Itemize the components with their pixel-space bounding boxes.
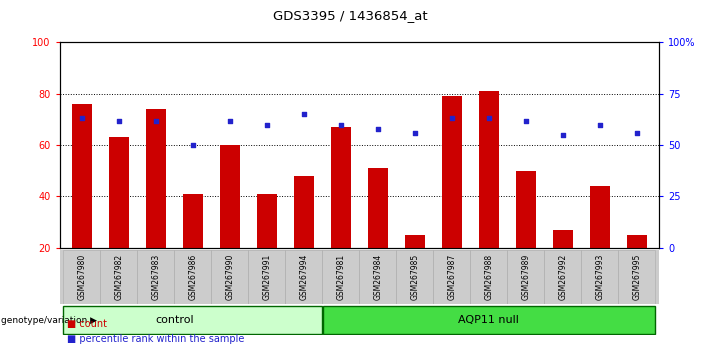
Text: control: control (155, 315, 193, 325)
Bar (182, 194, 203, 248)
Bar (359, 250, 396, 304)
Text: GSM267991: GSM267991 (262, 254, 271, 300)
Point (520, 118, 531, 123)
Bar (146, 109, 166, 248)
Text: GSM267985: GSM267985 (410, 254, 419, 300)
Point (261, 122, 273, 127)
Text: ■ count: ■ count (67, 319, 107, 329)
Bar (137, 250, 175, 304)
Bar (285, 250, 322, 304)
Point (187, 142, 198, 148)
Bar (63, 250, 100, 304)
Point (409, 130, 421, 136)
Text: GSM267988: GSM267988 (484, 254, 494, 300)
Bar (211, 250, 248, 304)
Bar (322, 250, 359, 304)
Text: genotype/variation ▶: genotype/variation ▶ (1, 316, 97, 325)
Bar (581, 250, 618, 304)
Bar (63, 306, 322, 334)
Bar (294, 176, 314, 248)
Bar (257, 194, 277, 248)
Bar (479, 91, 499, 248)
Point (150, 118, 161, 123)
Bar (618, 250, 655, 304)
Bar (109, 137, 129, 248)
Text: GDS3395 / 1436854_at: GDS3395 / 1436854_at (273, 9, 428, 22)
Bar (100, 250, 137, 304)
Bar (470, 250, 508, 304)
Text: AQP11 null: AQP11 null (458, 315, 519, 325)
Point (113, 118, 124, 123)
Bar (175, 250, 211, 304)
Bar (433, 250, 470, 304)
Text: GSM267990: GSM267990 (225, 254, 234, 300)
Text: GSM267983: GSM267983 (151, 254, 161, 300)
Text: GSM267994: GSM267994 (299, 254, 308, 300)
Text: GSM267989: GSM267989 (522, 254, 530, 300)
Bar (219, 145, 240, 248)
Text: GSM267981: GSM267981 (336, 254, 346, 300)
Point (335, 122, 346, 127)
Point (594, 122, 606, 127)
Point (631, 130, 642, 136)
Bar (544, 250, 581, 304)
Bar (248, 250, 285, 304)
Text: ■ percentile rank within the sample: ■ percentile rank within the sample (67, 334, 244, 344)
Text: GSM267986: GSM267986 (189, 254, 197, 300)
Bar (396, 250, 433, 304)
Text: GSM267993: GSM267993 (595, 254, 604, 300)
Point (224, 118, 236, 123)
Point (372, 126, 383, 132)
Text: GSM267992: GSM267992 (558, 254, 567, 300)
Bar (590, 186, 610, 248)
Point (483, 116, 494, 121)
Text: GSM267982: GSM267982 (114, 254, 123, 300)
Text: GSM267987: GSM267987 (447, 254, 456, 300)
Bar (331, 127, 351, 248)
Bar (515, 171, 536, 248)
Bar (552, 230, 573, 248)
Bar (367, 168, 388, 248)
Bar (72, 104, 92, 248)
Text: GSM267984: GSM267984 (373, 254, 382, 300)
Point (557, 132, 569, 138)
Text: GSM267980: GSM267980 (77, 254, 86, 300)
Bar (323, 306, 655, 334)
Bar (442, 96, 462, 248)
Bar (404, 235, 425, 248)
Bar (627, 235, 647, 248)
Bar (508, 250, 544, 304)
Point (298, 112, 309, 117)
Point (446, 116, 457, 121)
Text: GSM267995: GSM267995 (632, 254, 641, 300)
Point (76, 116, 88, 121)
